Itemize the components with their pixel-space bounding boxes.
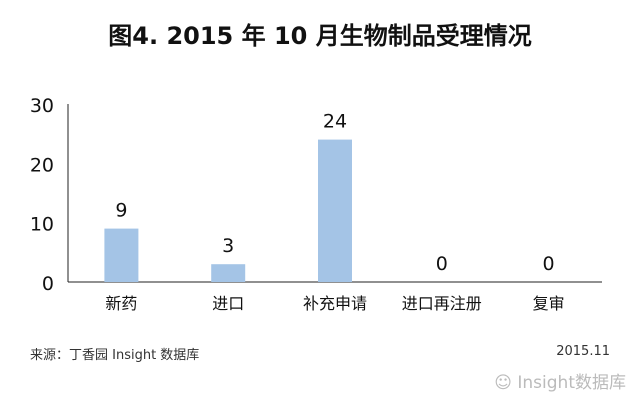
data-label: 3 (222, 235, 234, 257)
bar (318, 139, 352, 282)
bar-chart: 0 10 20 30 9 新药 3 进口 24 补充申请 0 进口再注册 0 复审 (30, 95, 602, 313)
watermark-text: Insight数据库 (517, 373, 626, 393)
bar (104, 228, 139, 282)
x-tick-label: 补充申请 (303, 294, 367, 313)
data-label: 0 (543, 253, 555, 275)
y-tick-label: 20 (30, 154, 54, 176)
y-tick-label: 10 (30, 214, 54, 236)
wechat-icon: ☺ (494, 373, 518, 393)
watermark: ☺ Insight数据库 (494, 368, 626, 393)
x-tick-label: 进口再注册 (402, 294, 482, 313)
x-tick-label: 复审 (533, 294, 565, 313)
x-tick-label: 新药 (105, 294, 137, 313)
y-tick-label: 0 (42, 273, 54, 295)
source-note: 来源：丁香园 Insight 数据库 (30, 348, 200, 363)
date-note: 2015.11 (556, 344, 610, 359)
data-label: 0 (436, 253, 448, 275)
data-label: 24 (323, 111, 347, 133)
y-tick-label: 30 (30, 95, 54, 117)
data-label: 9 (115, 200, 127, 222)
chart-title: 图4. 2015 年 10 月生物制品受理情况 (108, 22, 532, 50)
x-tick-label: 进口 (212, 294, 244, 313)
bar (211, 264, 246, 282)
